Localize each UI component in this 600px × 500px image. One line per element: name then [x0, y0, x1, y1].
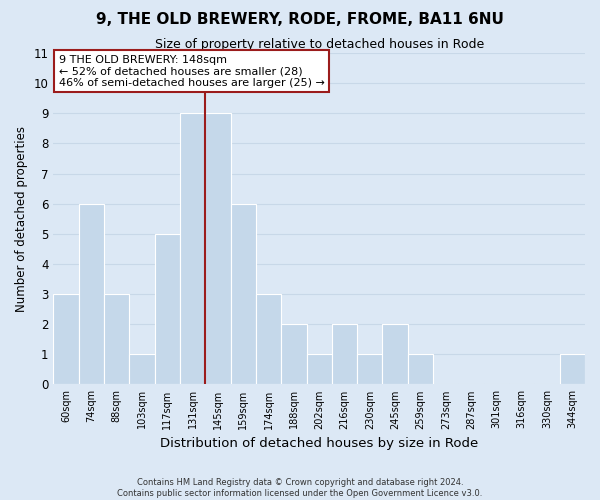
Bar [53, 294, 79, 384]
Bar [180, 114, 205, 384]
Bar [205, 114, 230, 384]
Bar [130, 354, 155, 384]
Text: 9, THE OLD BREWERY, RODE, FROME, BA11 6NU: 9, THE OLD BREWERY, RODE, FROME, BA11 6N… [96, 12, 504, 28]
Bar [104, 294, 130, 384]
Title: Size of property relative to detached houses in Rode: Size of property relative to detached ho… [155, 38, 484, 51]
Bar [332, 324, 357, 384]
Bar [230, 204, 256, 384]
Text: 9 THE OLD BREWERY: 148sqm
← 52% of detached houses are smaller (28)
46% of semi-: 9 THE OLD BREWERY: 148sqm ← 52% of detac… [59, 54, 325, 88]
Bar [408, 354, 433, 384]
Bar [560, 354, 585, 384]
Bar [155, 234, 180, 384]
X-axis label: Distribution of detached houses by size in Rode: Distribution of detached houses by size … [160, 437, 478, 450]
Y-axis label: Number of detached properties: Number of detached properties [15, 126, 28, 312]
Bar [357, 354, 382, 384]
Text: Contains HM Land Registry data © Crown copyright and database right 2024.
Contai: Contains HM Land Registry data © Crown c… [118, 478, 482, 498]
Bar [307, 354, 332, 384]
Bar [382, 324, 408, 384]
Bar [79, 204, 104, 384]
Bar [256, 294, 281, 384]
Bar [281, 324, 307, 384]
